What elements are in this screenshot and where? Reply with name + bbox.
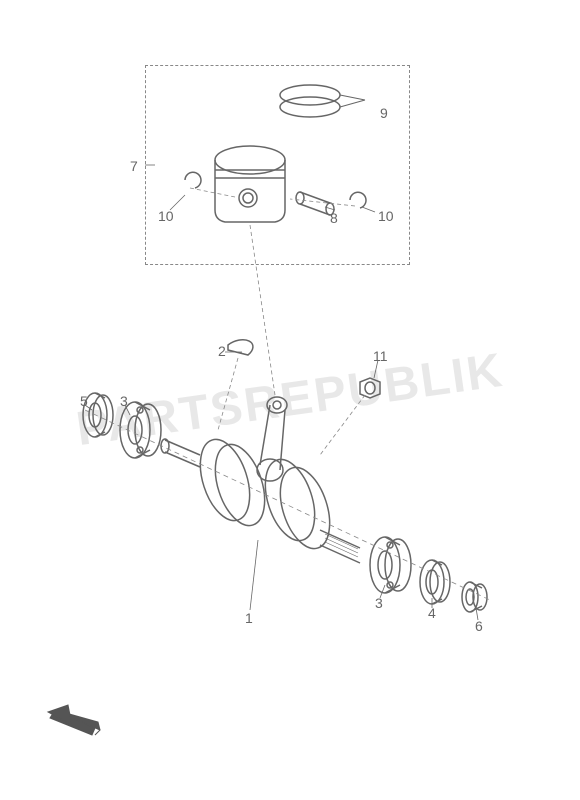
spacer bbox=[462, 582, 487, 612]
direction-arrow bbox=[48, 705, 100, 735]
bearing-right bbox=[370, 537, 411, 593]
callout-9: 9 bbox=[380, 105, 388, 121]
nut bbox=[360, 378, 380, 398]
callout-10a: 10 bbox=[158, 208, 174, 224]
circlip-left bbox=[185, 172, 201, 188]
woodruff-key bbox=[228, 340, 253, 355]
callout-10b: 10 bbox=[378, 208, 394, 224]
crankshaft bbox=[161, 397, 360, 563]
callout-4: 4 bbox=[428, 605, 436, 621]
piston-body bbox=[215, 146, 285, 222]
callout-8: 8 bbox=[330, 210, 338, 226]
bearing-left bbox=[120, 402, 161, 458]
callout-11: 11 bbox=[373, 348, 388, 364]
callout-5: 5 bbox=[80, 393, 88, 409]
callout-3a: 3 bbox=[120, 393, 128, 409]
callout-1: 1 bbox=[245, 610, 253, 626]
callout-6: 6 bbox=[475, 618, 483, 634]
callout-3b: 3 bbox=[375, 595, 383, 611]
callout-7: 7 bbox=[130, 158, 138, 174]
oil-seal-right bbox=[420, 560, 450, 604]
piston-rings bbox=[280, 85, 365, 117]
callout-2: 2 bbox=[218, 343, 226, 359]
piston-pin bbox=[296, 192, 334, 215]
